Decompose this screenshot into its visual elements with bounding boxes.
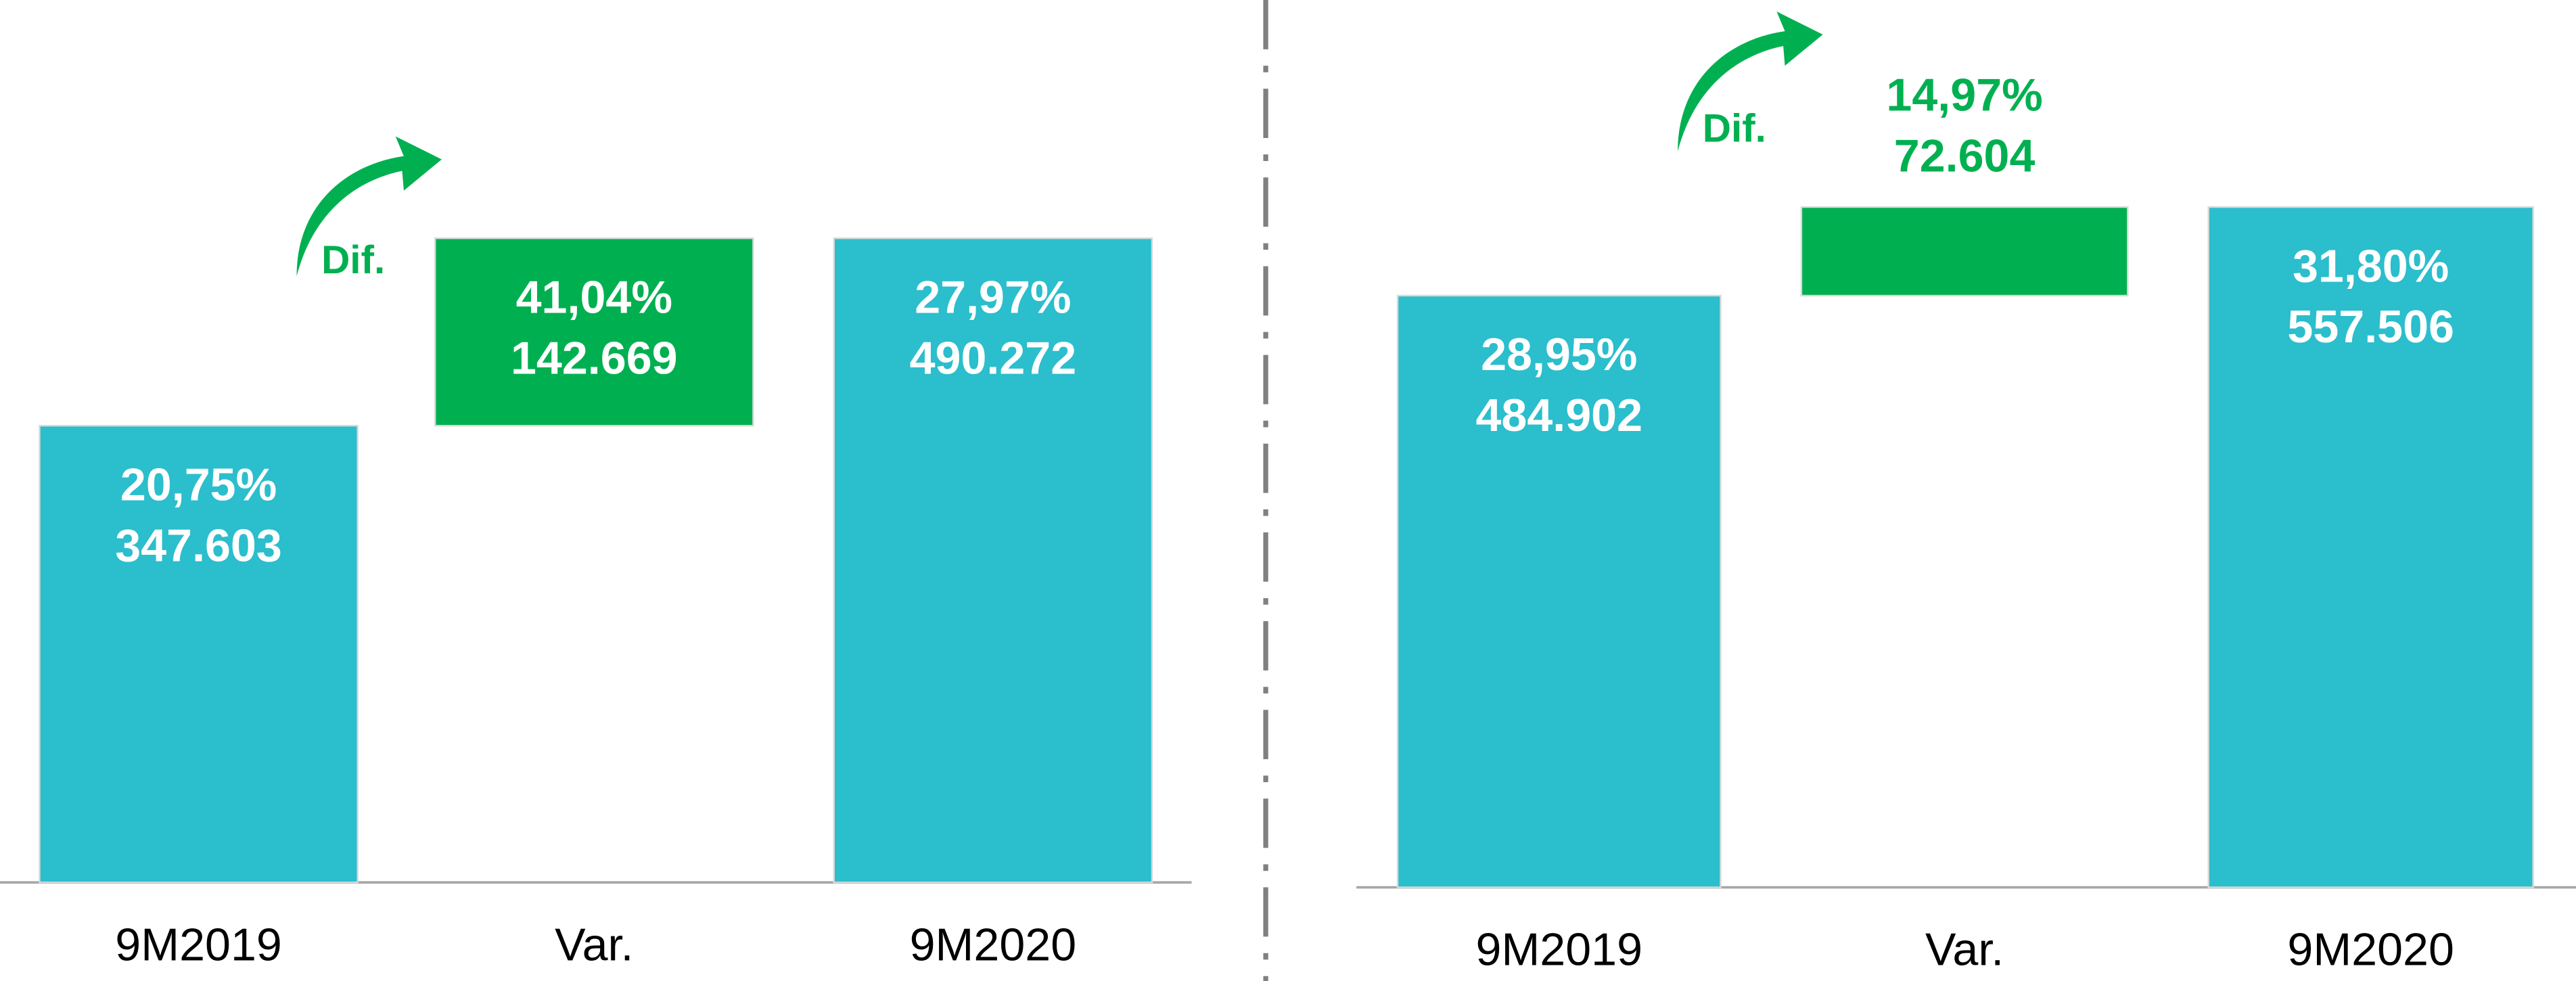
x-tick-label: 9M2019 <box>1476 924 1643 976</box>
value-label: 490.272 <box>910 332 1077 384</box>
percent-label: 27,97% <box>915 272 1071 323</box>
percent-label: 41,04% <box>516 272 672 323</box>
value-label: 142.669 <box>511 332 678 384</box>
percent-label: 28,95% <box>1481 329 1637 380</box>
x-tick-label: 9M2020 <box>910 919 1077 970</box>
x-tick-label: 9M2019 <box>115 919 282 970</box>
annotation: Dif. <box>1703 107 1766 151</box>
arrow <box>1678 12 1823 152</box>
bar <box>1396 294 1722 888</box>
bar <box>39 425 359 884</box>
value-label: 557.506 <box>2287 301 2454 352</box>
bar <box>434 237 754 427</box>
arrow <box>296 136 442 277</box>
value-label: 347.603 <box>115 520 282 571</box>
value-label: 484.902 <box>1475 390 1642 441</box>
x-tick-label: 9M2020 <box>2287 924 2454 976</box>
bar <box>1800 206 2129 297</box>
bar <box>833 237 1153 884</box>
percent-label: 14,97% <box>1886 70 2042 121</box>
annotation: Dif. <box>321 238 385 282</box>
value-label: 72.604 <box>1894 131 2036 182</box>
percent-label: 20,75% <box>120 459 277 511</box>
bar <box>2207 206 2534 888</box>
percent-label: 31,80% <box>2293 240 2449 292</box>
x-tick-label: Var. <box>555 919 633 970</box>
x-tick-label: Var. <box>1925 924 2004 976</box>
